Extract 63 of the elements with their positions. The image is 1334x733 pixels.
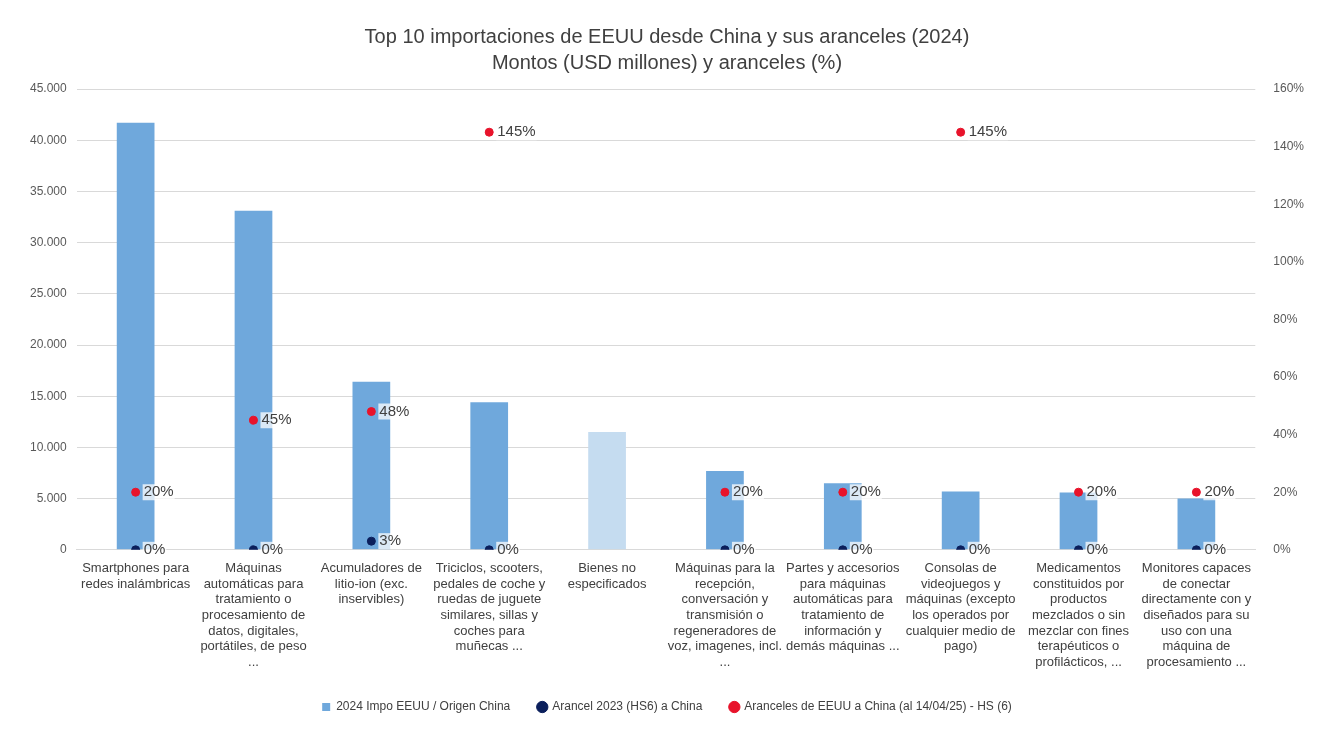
data-label: 20% bbox=[143, 482, 174, 500]
data-label: 0% bbox=[850, 539, 873, 557]
point bbox=[838, 487, 848, 497]
point bbox=[956, 127, 966, 137]
legend-label: Aranceles de EEUU a China (al 14/04/25) - HS (6) bbox=[744, 699, 1012, 714]
x-tick-label: Máquinas automáticas para tratamiento o procesamiento de datos, digitales, portátiles, de peso ... bbox=[200, 560, 307, 669]
point bbox=[484, 127, 494, 137]
y2-tick-label: 60% bbox=[1273, 369, 1298, 384]
point bbox=[366, 407, 376, 417]
y-tick-label: 30.000 bbox=[30, 234, 68, 249]
x-tick-label: Máquinas para la recepción, conversación y transmisión o regeneradores de voz, imagenes, incl. ... bbox=[667, 560, 783, 669]
y2-tick-label: 0% bbox=[1273, 542, 1291, 557]
data-label: 20% bbox=[1204, 482, 1235, 500]
y-tick-label: 35.000 bbox=[30, 183, 68, 198]
point bbox=[720, 487, 730, 497]
data-label: 0% bbox=[261, 539, 284, 557]
data-label: 0% bbox=[143, 539, 166, 557]
y-tick-label: 5.000 bbox=[36, 490, 68, 505]
y2-tick-label: 140% bbox=[1273, 138, 1305, 153]
point bbox=[1191, 487, 1201, 497]
y-tick-label: 45.000 bbox=[30, 81, 68, 96]
x-tick-label: Acumuladores de litio-ion (exc. inservibles) bbox=[320, 560, 422, 607]
data-label: 0% bbox=[1086, 539, 1109, 557]
legend-label: 2024 Impo EEUU / Origen China bbox=[336, 699, 511, 714]
y-tick-label: 10.000 bbox=[30, 439, 68, 454]
y-tick-label: 40.000 bbox=[30, 132, 68, 147]
y2-tick-label: 80% bbox=[1273, 311, 1298, 326]
y2-tick-label: 160% bbox=[1273, 81, 1305, 96]
x-tick-label: Monitores capaces de conectar directamente con y diseñados para su uso con una máquina de procesamiento ... bbox=[1141, 560, 1252, 669]
data-label: 45% bbox=[261, 410, 292, 428]
point bbox=[248, 415, 258, 425]
data-label: 20% bbox=[732, 482, 763, 500]
data-label: 0% bbox=[497, 539, 519, 557]
y2-tick-label: 20% bbox=[1273, 484, 1298, 499]
data-label: 48% bbox=[379, 401, 410, 419]
point bbox=[1074, 487, 1084, 497]
data-label: 145% bbox=[968, 122, 1008, 140]
data-label: 145% bbox=[497, 122, 536, 140]
y-tick-label: 15.000 bbox=[30, 388, 68, 403]
x-tick-label: Medicamentos constituidos por productos mezclados o sin mezclar con fines terapéuticos o profilácticos, ... bbox=[1027, 560, 1130, 669]
x-tick-label: Smartphones para redes inalámbricas bbox=[81, 560, 191, 591]
y-tick-label: 25.000 bbox=[30, 286, 68, 301]
y2-tick-label: 100% bbox=[1273, 254, 1305, 269]
data-label: 0% bbox=[1204, 539, 1227, 557]
y2-tick-label: 120% bbox=[1273, 196, 1305, 211]
data-label: 0% bbox=[968, 539, 991, 557]
chart-title: Top 10 importaciones de EEUU desde China y sus aranceles (2024) bbox=[364, 24, 970, 47]
data-label: 0% bbox=[732, 539, 755, 557]
data-label: 3% bbox=[379, 531, 402, 549]
bar bbox=[588, 432, 626, 550]
x-tick-label: Triciclos, scooters, pedales de coche y ruedas de juguete similares, sillas y coches para muñecas ... bbox=[433, 560, 546, 654]
x-tick-label: Bienes no especificados bbox=[567, 560, 647, 591]
chart-subtitle: Montos (USD millones) y aranceles (%) bbox=[491, 50, 843, 73]
y-tick-label: 20.000 bbox=[30, 337, 68, 352]
point bbox=[131, 487, 141, 497]
y2-tick-label: 40% bbox=[1273, 426, 1298, 441]
x-tick-label: Consolas de videojuegos y máquinas (excepto los operados por cualquier medio de pago) bbox=[905, 560, 1016, 654]
x-tick-label: Partes y accesorios para máquinas automáticas para tratamiento de información y demás máquinas ... bbox=[786, 560, 901, 654]
data-label: 20% bbox=[1086, 482, 1117, 500]
point bbox=[366, 536, 376, 546]
data-label: 20% bbox=[850, 482, 881, 500]
legend-label: Arancel 2023 (HS6) a China bbox=[552, 699, 703, 714]
y-tick-label: 0 bbox=[60, 542, 68, 557]
